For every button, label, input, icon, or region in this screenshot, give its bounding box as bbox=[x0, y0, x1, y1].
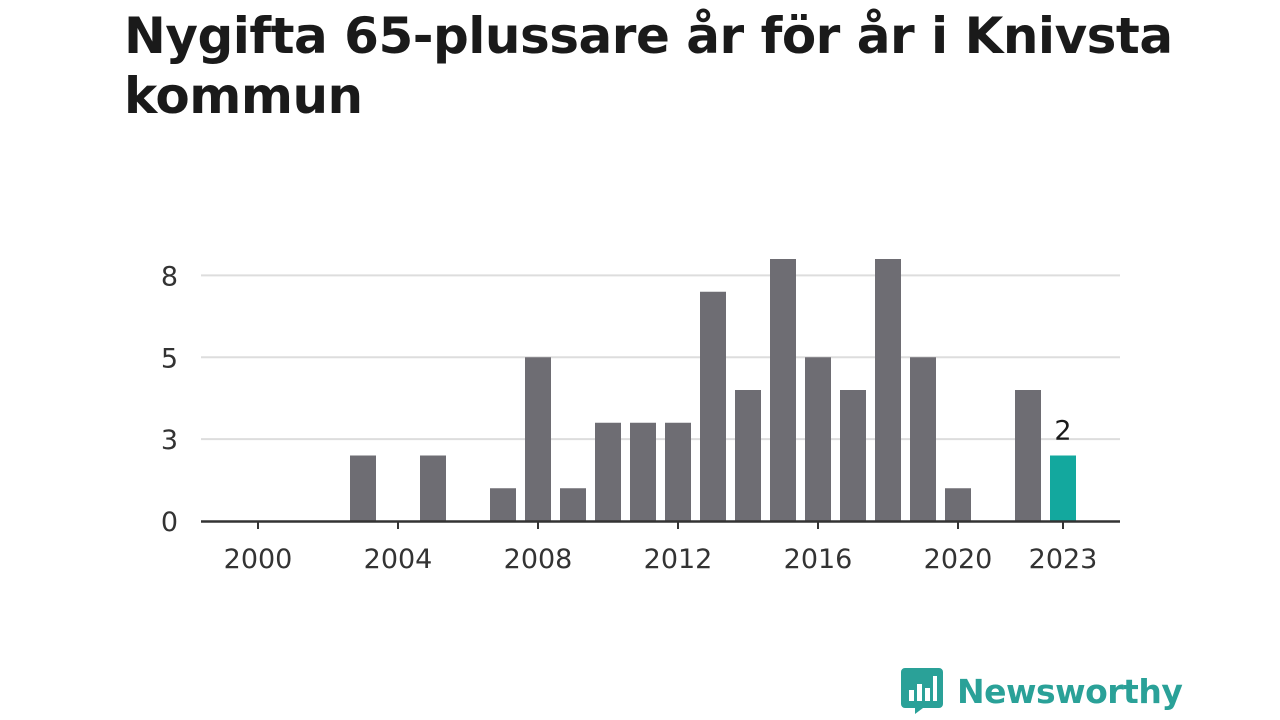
chart-title: Nygifta 65-plussare år för år i Knivsta … bbox=[124, 7, 1173, 125]
bar-2012 bbox=[665, 422, 691, 521]
bar-2013 bbox=[700, 291, 726, 521]
bar-2022 bbox=[1015, 390, 1041, 521]
bar-2015 bbox=[770, 259, 796, 521]
x-tick-label: 2012 bbox=[644, 544, 713, 575]
bar-2023 bbox=[1050, 455, 1076, 521]
bar-2003 bbox=[350, 455, 376, 521]
bar-2009 bbox=[560, 488, 586, 521]
bars bbox=[350, 259, 1076, 521]
y-tick-label: 8 bbox=[161, 261, 178, 292]
x-axis-labels: 2000 2004 2008 2012 2016 2020 2023 bbox=[224, 544, 1098, 575]
bar-2005 bbox=[420, 455, 446, 521]
bar-2018 bbox=[875, 259, 901, 521]
bar-2014 bbox=[735, 390, 761, 521]
bar-2008 bbox=[525, 357, 551, 521]
bar-2017 bbox=[840, 390, 866, 521]
y-tick-label: 3 bbox=[161, 425, 178, 456]
x-tick-label: 2023 bbox=[1029, 544, 1098, 575]
x-tick-label: 2016 bbox=[784, 544, 853, 575]
y-axis-labels: 0 3 5 8 bbox=[161, 261, 178, 538]
bar-2016 bbox=[805, 357, 831, 521]
x-axis-ticks bbox=[257, 521, 1064, 529]
x-tick-label: 2004 bbox=[364, 544, 433, 575]
data-label-2023: 2 bbox=[1054, 416, 1071, 447]
x-tick-label: 2020 bbox=[924, 544, 993, 575]
bar-chart-speech-bubble-icon bbox=[901, 668, 943, 714]
y-tick-label: 5 bbox=[161, 343, 178, 374]
x-tick-label: 2000 bbox=[224, 544, 293, 575]
brand-logo: Newsworthy bbox=[901, 668, 1183, 714]
bar-2007 bbox=[490, 488, 516, 521]
data-labels: 2 bbox=[1054, 416, 1071, 447]
y-tick-label: 0 bbox=[161, 507, 178, 538]
bar-2019 bbox=[910, 357, 936, 521]
bar-2011 bbox=[630, 422, 656, 521]
bar-2020 bbox=[945, 488, 971, 521]
brand-name: Newsworthy bbox=[957, 671, 1183, 711]
bar-2010 bbox=[595, 422, 621, 521]
gridlines bbox=[201, 274, 1120, 441]
x-tick-label: 2008 bbox=[504, 544, 573, 575]
